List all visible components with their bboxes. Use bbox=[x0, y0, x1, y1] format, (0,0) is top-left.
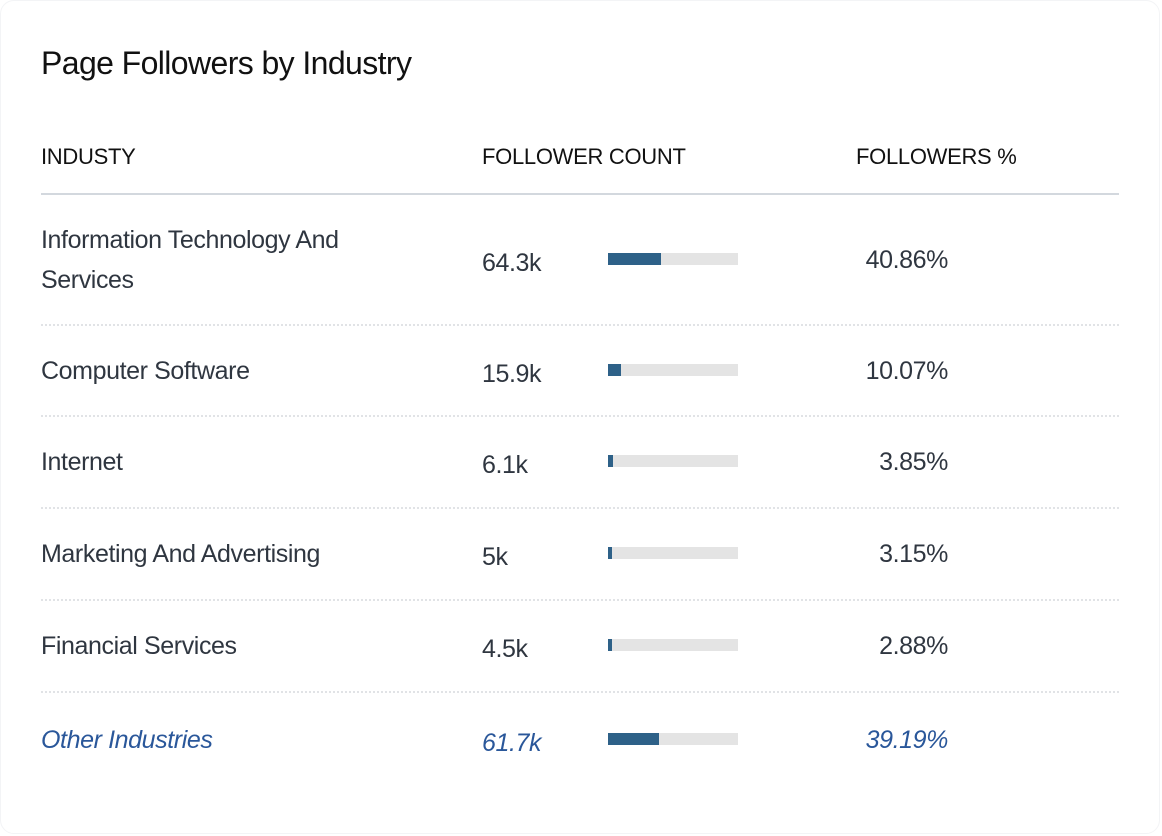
column-header-followers-percent: FOLLOWERS % bbox=[856, 144, 1017, 169]
follower-count: 4.5k bbox=[482, 635, 528, 663]
followers-percent: 3.85% bbox=[879, 448, 948, 476]
follower-count: 5k bbox=[482, 543, 508, 571]
share-bar bbox=[608, 732, 738, 745]
table-header: INDUSTY FOLLOWER COUNT FOLLOWERS % bbox=[41, 131, 1119, 195]
follower-count: 61.7k bbox=[482, 728, 542, 757]
table-row: Internet 6.1k 3.85% bbox=[41, 417, 1119, 509]
share-bar-fill bbox=[608, 547, 613, 559]
industry-name: Marketing And Advertising bbox=[41, 540, 321, 568]
industry-name: Information Technology And Services bbox=[41, 225, 339, 294]
followers-percent: 2.88% bbox=[879, 632, 948, 660]
follower-count: 64.3k bbox=[482, 248, 542, 277]
column-header-industry: INDUSTY bbox=[41, 144, 136, 169]
share-bar bbox=[608, 455, 738, 467]
share-bar-fill bbox=[608, 363, 622, 376]
follower-count: 15.9k bbox=[482, 359, 542, 388]
followers-percent: 10.07% bbox=[865, 356, 949, 385]
follower-count: 6.1k bbox=[482, 451, 528, 479]
followers-percent: 3.15% bbox=[879, 540, 948, 568]
table-row: Marketing And Advertising 5k 3.15% bbox=[41, 509, 1119, 601]
table-row: Information Technology And Services 64.3… bbox=[41, 195, 1119, 326]
industry-table: INDUSTY FOLLOWER COUNT FOLLOWERS % Infor… bbox=[41, 131, 1119, 786]
table-row: Financial Services 4.5k 2.88% bbox=[41, 601, 1119, 693]
industry-name: Internet bbox=[41, 448, 123, 476]
share-bar bbox=[608, 639, 738, 651]
industry-name: Computer Software bbox=[41, 356, 250, 385]
share-bar-fill bbox=[608, 455, 613, 467]
table-row: Computer Software 15.9k 10.07% bbox=[41, 326, 1119, 417]
share-bar bbox=[608, 363, 738, 376]
followers-percent: 39.19% bbox=[865, 725, 949, 754]
share-bar-fill bbox=[608, 252, 662, 265]
share-bar-fill bbox=[608, 732, 659, 745]
followers-percent: 40.86% bbox=[865, 245, 949, 274]
table-row-other-industries: Other Industries 61.7k 39.19% bbox=[41, 693, 1119, 786]
share-bar bbox=[608, 547, 738, 559]
industry-name: Other Industries bbox=[41, 725, 213, 754]
share-bar bbox=[608, 252, 738, 265]
industry-name: Financial Services bbox=[41, 632, 237, 660]
column-header-follower-count: FOLLOWER COUNT bbox=[482, 144, 686, 169]
card-title: Page Followers by Industry bbox=[41, 45, 412, 81]
share-bar-fill bbox=[608, 639, 612, 651]
